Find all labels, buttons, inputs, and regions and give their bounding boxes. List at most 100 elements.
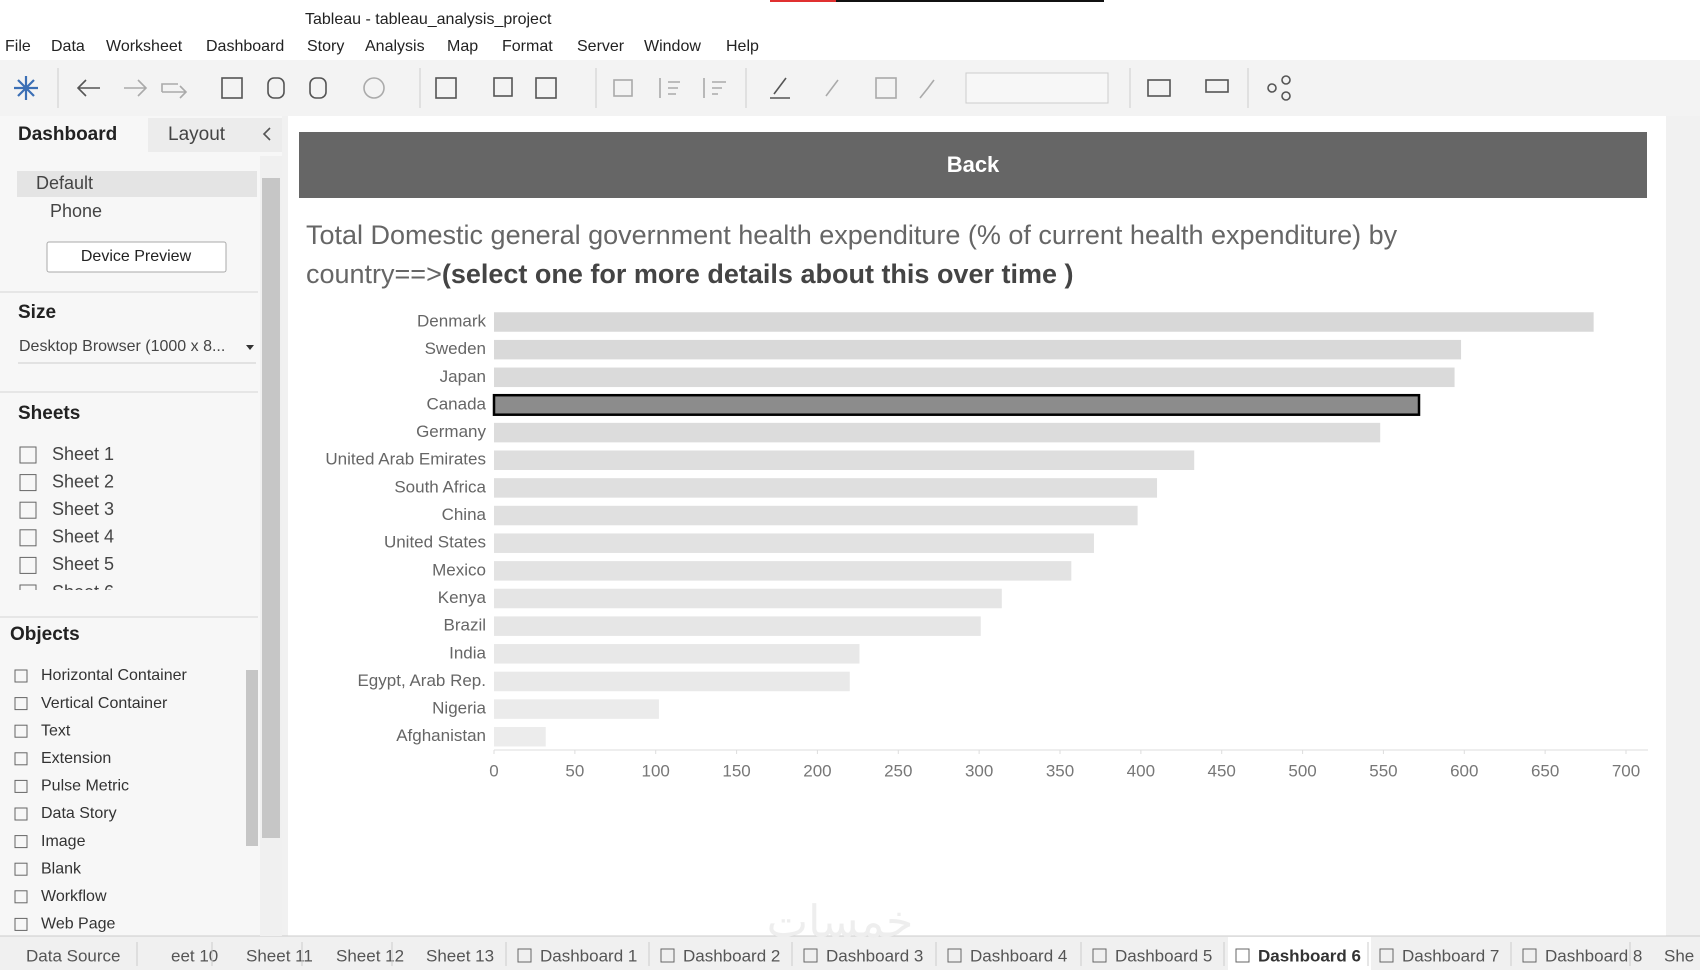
sheet-icon (19, 529, 37, 547)
bar[interactable] (494, 422, 1381, 443)
sheet-tab[interactable]: Dashboard 2 (683, 946, 780, 965)
tab-icon (1235, 948, 1250, 963)
bar[interactable] (494, 588, 1002, 609)
sheet-tab[interactable]: Dashboard 5 (1115, 946, 1212, 965)
sheet-icon (19, 584, 37, 590)
object-item[interactable]: Workflow (41, 888, 107, 905)
sheet-item[interactable]: Sheet 1 (52, 444, 114, 464)
object-item[interactable]: Vertical Container (41, 695, 168, 712)
sheet-item[interactable]: Sheet 6 (52, 582, 114, 602)
sheet-item[interactable]: Sheet 3 (52, 499, 114, 519)
menu-item[interactable]: Worksheet (106, 38, 183, 55)
y-tick-label[interactable]: Germany (416, 422, 486, 441)
object-item[interactable]: Data Story (41, 805, 117, 822)
bar[interactable] (492, 393, 1421, 416)
object-item[interactable]: Extension (41, 750, 111, 767)
toolbar (0, 60, 1700, 116)
menu-item[interactable]: Story (307, 38, 344, 55)
bar[interactable] (494, 616, 981, 636)
bar[interactable] (494, 367, 1455, 388)
menu-item[interactable]: File (5, 38, 31, 55)
bar[interactable] (494, 533, 1094, 553)
sheet-tab[interactable]: Dashboard 8 (1545, 946, 1642, 965)
object-icon (14, 890, 28, 904)
menu-item[interactable]: Data (51, 38, 85, 55)
sheet-item[interactable]: Sheet 5 (52, 554, 114, 574)
object-item[interactable]: Text (41, 722, 71, 739)
sheet-tab[interactable]: Dashboard 4 (970, 946, 1067, 965)
x-tick-label: 550 (1369, 761, 1397, 780)
title-accent (836, 0, 1104, 2)
device-preview-label[interactable]: Device Preview (81, 248, 192, 265)
sheet-tab[interactable]: eet 10 (171, 946, 218, 965)
redo[interactable] (124, 79, 148, 97)
bar[interactable] (494, 561, 1072, 581)
object-icon (14, 669, 28, 683)
object-item[interactable]: Web Page (41, 916, 116, 933)
sheet-tab[interactable]: Sheet 11 (246, 946, 313, 965)
y-tick-label[interactable]: Kenya (438, 588, 487, 607)
object-item[interactable]: Image (41, 833, 86, 850)
bar[interactable] (494, 671, 850, 692)
bar[interactable] (494, 644, 860, 664)
layout-tab-bg (148, 118, 282, 152)
y-tick-label[interactable]: Sweden (425, 339, 486, 358)
object-item[interactable]: Blank (41, 860, 82, 877)
back-button-label[interactable]: Back (947, 152, 1000, 177)
bar[interactable] (494, 450, 1195, 471)
y-tick-label[interactable]: Mexico (432, 560, 486, 579)
menu-item[interactable]: Format (502, 38, 553, 55)
sheet-tab[interactable]: Dashboard 1 (540, 946, 637, 965)
y-tick-label[interactable]: Afghanistan (396, 726, 486, 745)
object-item[interactable]: Pulse Metric (41, 778, 129, 795)
sidebar-tab[interactable]: Dashboard (18, 124, 117, 145)
y-tick-label[interactable]: India (449, 643, 486, 662)
sheet-tab[interactable]: She (1664, 946, 1694, 965)
device[interactable]: Phone (50, 201, 102, 221)
y-tick-label[interactable]: South Africa (394, 477, 486, 496)
device[interactable]: Default (36, 173, 93, 193)
y-tick-label[interactable]: Denmark (417, 311, 486, 330)
bar[interactable] (494, 312, 1594, 332)
menu-item[interactable]: Server (577, 38, 625, 55)
menu-item[interactable]: Analysis (365, 38, 425, 55)
menu-item[interactable]: Window (644, 38, 701, 55)
object-item[interactable]: Horizontal Container (41, 667, 188, 684)
y-tick-label[interactable]: Canada (426, 394, 486, 413)
bar[interactable] (494, 699, 659, 719)
dashboard-canvas (288, 116, 1666, 936)
y-tick-label[interactable]: United Arab Emirates (325, 450, 486, 469)
bar[interactable] (494, 727, 546, 747)
sheet-item[interactable]: Sheet 4 (52, 527, 114, 547)
x-tick-label: 0 (489, 761, 498, 780)
undo[interactable] (76, 79, 100, 97)
scrollbar-thumb[interactable] (262, 178, 280, 838)
bar[interactable] (494, 505, 1138, 526)
y-tick-label[interactable]: Brazil (443, 616, 486, 635)
y-tick-label[interactable]: United States (384, 533, 486, 552)
y-tick-label[interactable]: Egypt, Arab Rep. (357, 671, 486, 690)
sheet-tab[interactable]: Dashboard 3 (826, 946, 923, 965)
sheet-tab[interactable]: Sheet 13 (426, 946, 494, 965)
bar[interactable] (494, 339, 1462, 360)
sidebar-tab[interactable]: Layout (168, 124, 226, 145)
collapse-sidebar[interactable] (262, 127, 271, 141)
sheet-tab[interactable]: Dashboard 6 (1258, 946, 1361, 965)
menu-item[interactable]: Map (447, 38, 478, 55)
menu-item[interactable]: Dashboard (206, 38, 284, 55)
y-tick-label[interactable]: Japan (440, 367, 486, 386)
size-value[interactable]: Desktop Browser (1000 x 8... (19, 338, 225, 355)
bar[interactable] (494, 478, 1158, 498)
device-preview-button[interactable] (46, 241, 227, 273)
y-tick-label[interactable]: Nigeria (432, 699, 486, 718)
sheet-item[interactable]: Sheet 2 (52, 471, 114, 491)
y-tick-label[interactable]: China (442, 505, 487, 524)
back-button[interactable] (299, 132, 1647, 198)
size-dropdown[interactable] (246, 345, 254, 350)
sheet-tab[interactable]: Dashboard 7 (1402, 946, 1499, 965)
objects-scrollbar[interactable] (246, 670, 258, 846)
x-tick-label: 350 (1046, 761, 1074, 780)
menu-item[interactable]: Help (726, 38, 759, 55)
sheet-tab[interactable]: Data Source (26, 946, 121, 965)
sheet-tab[interactable]: Sheet 12 (336, 946, 404, 965)
